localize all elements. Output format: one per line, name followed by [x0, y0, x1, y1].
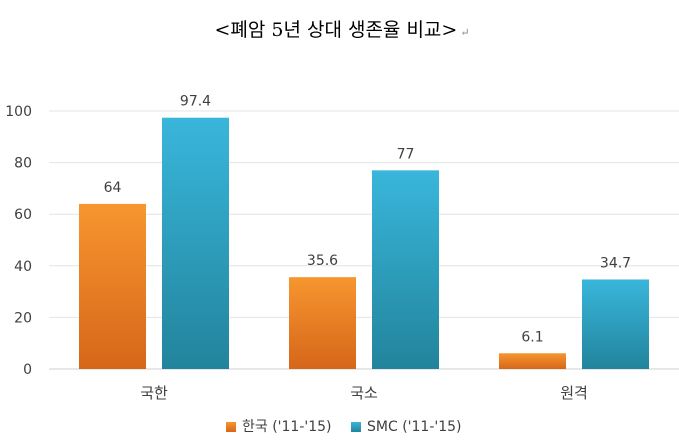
legend-label: 한국 ('11-'15): [242, 419, 332, 435]
bar-smc-3: [582, 279, 649, 369]
data-label: 97.4: [180, 94, 211, 110]
data-label: 77: [397, 146, 415, 162]
legend-swatch: [226, 422, 236, 432]
x-tick-label: 국한: [140, 384, 168, 402]
data-label: 34.7: [600, 255, 631, 271]
bar-smc-1: [162, 117, 229, 369]
y-tick-label: 80: [14, 156, 32, 172]
return-mark: ↵: [460, 26, 469, 39]
legend-label: SMC ('11-'15): [367, 419, 462, 435]
x-axis-ticks: 국한 국소 원격: [140, 384, 588, 402]
bars: [79, 117, 649, 369]
y-tick-label: 60: [14, 207, 32, 223]
gridlines: [49, 110, 679, 370]
bar-smc-2: [372, 170, 439, 369]
legend-swatch: [351, 422, 361, 432]
bar-korea-2: [289, 277, 356, 369]
y-tick-label: 0: [23, 362, 32, 378]
x-tick-label: 원격: [560, 384, 588, 402]
svg-text:<폐암 5년 상대 생존율 비교>↵: <폐암 5년 상대 생존율 비교> ↵: [214, 19, 469, 41]
legend: 한국 ('11-'15) SMC ('11-'15): [226, 419, 462, 435]
x-tick-label: 국소: [350, 384, 378, 402]
bar-korea-1: [79, 203, 146, 369]
data-labels: 64 97.4 35.6 77 6.1 34.7: [104, 94, 632, 346]
bar-korea-3: [499, 353, 566, 369]
chart-title: <폐암 5년 상대 생존율 비교>: [214, 19, 457, 41]
data-label: 35.6: [307, 253, 338, 269]
data-label: 64: [104, 180, 122, 196]
data-label: 6.1: [521, 329, 543, 345]
y-tick-label: 20: [14, 310, 32, 326]
y-tick-label: 40: [14, 259, 32, 275]
y-tick-label: 100: [5, 104, 32, 120]
y-axis-ticks: 0 20 40 60 80 100: [5, 104, 32, 378]
